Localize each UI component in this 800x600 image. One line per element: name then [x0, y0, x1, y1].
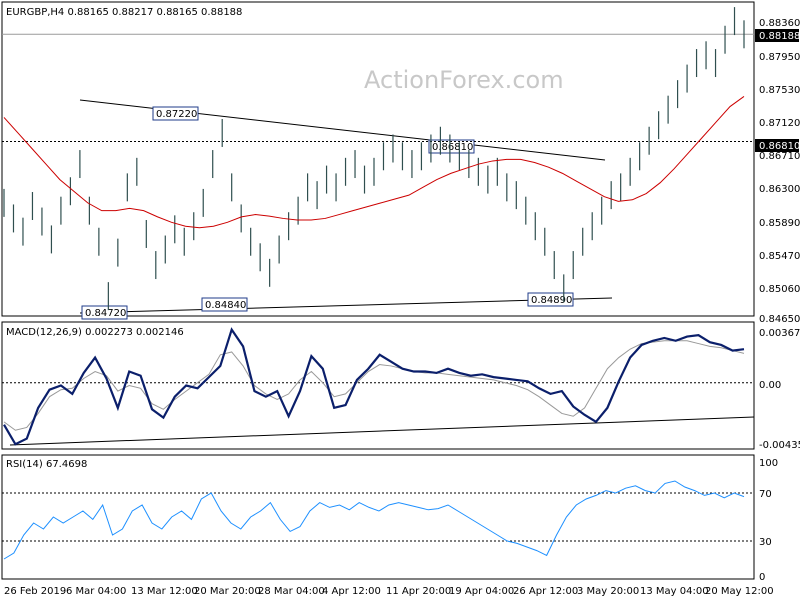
price-tick-label: 0.87530: [759, 85, 800, 96]
macd-panel-frame: [1, 321, 755, 450]
annotation-label: 0.86810: [432, 142, 473, 153]
macd-tick-label: -0.004359: [759, 440, 800, 451]
rsi-tick-label: 0: [759, 572, 765, 583]
price-tick-label: 0.87120: [759, 118, 800, 129]
annotation-label: 0.84720: [85, 308, 126, 319]
macd-tick-label: 0.003678: [759, 328, 800, 339]
macd-trendline: [9, 416, 755, 446]
macd-line: [3, 327, 745, 446]
rsi-panel-frame: [1, 454, 755, 580]
rsi-tick-label: 100: [759, 458, 778, 469]
x-axis-label: 6 Mar 04:00: [66, 586, 126, 597]
price-panel-frame: [1, 1, 755, 317]
x-axis-label: 4 Apr 12:00: [322, 586, 381, 597]
x-axis-label: 13 Mar 12:00: [131, 586, 198, 597]
price-layer: [2, 7, 754, 311]
watermark: ActionForex.com: [364, 66, 564, 94]
macd-tick-label: 0.00: [759, 380, 781, 391]
price-tick-label: 0.88360: [759, 18, 800, 29]
x-axis-label: 13 May 04:00: [640, 586, 709, 597]
rsi-tick-label: 70: [759, 489, 772, 500]
price-tick-label: 0.85890: [759, 218, 800, 229]
current-price-box: [755, 29, 799, 42]
x-axis-label: 11 Apr 20:00: [386, 586, 451, 597]
macd-title: MACD(12,26,9) 0.002273 0.002146: [6, 327, 184, 338]
price-title: EURGBP,H4 0.88165 0.88217 0.88165 0.8818…: [6, 7, 242, 18]
lower-trendline: [79, 297, 613, 314]
x-axis-label: 3 May 20:00: [577, 586, 639, 597]
price-tick-label: 0.86710: [759, 151, 800, 162]
level-price-label: 0.86810: [759, 141, 800, 152]
annotation-label: 0.87220: [156, 109, 197, 120]
price-tick-label: 0.87950: [759, 52, 800, 63]
x-axis-label: 19 Apr 04:00: [449, 586, 514, 597]
moving-average-line: [3, 96, 745, 229]
price-tick-label: 0.85470: [759, 251, 800, 262]
rsi-layer: [2, 480, 754, 560]
x-axis-label: 26 Apr 12:00: [513, 586, 578, 597]
x-axis-label: 26 Feb 2019: [4, 586, 66, 597]
annotation-box: [527, 292, 574, 307]
annotation-box: [81, 305, 128, 320]
x-axis-label: 20 Mar 20:00: [194, 586, 261, 597]
price-tick-label: 0.85060: [759, 284, 800, 295]
level-price-box: [755, 139, 799, 152]
rsi-tick-label: 30: [759, 537, 772, 548]
rsi-line: [3, 480, 745, 560]
macd-layer: [2, 327, 754, 446]
annotation-box: [201, 297, 248, 312]
x-axis-label: 28 Mar 04:00: [258, 586, 325, 597]
x-axis-label: 20 May 12:00: [705, 586, 774, 597]
annotation-box: [152, 106, 199, 121]
macd-signal-line: [3, 340, 745, 431]
rsi-title: RSI(14) 67.4698: [6, 459, 87, 470]
price-tick-label: 0.84650: [759, 314, 800, 325]
annotation-label: 0.84840: [205, 300, 246, 311]
current-price-label: 0.88188: [759, 31, 800, 42]
annotation-label: 0.84890: [531, 295, 572, 306]
price-tick-label: 0.86300: [759, 184, 800, 195]
